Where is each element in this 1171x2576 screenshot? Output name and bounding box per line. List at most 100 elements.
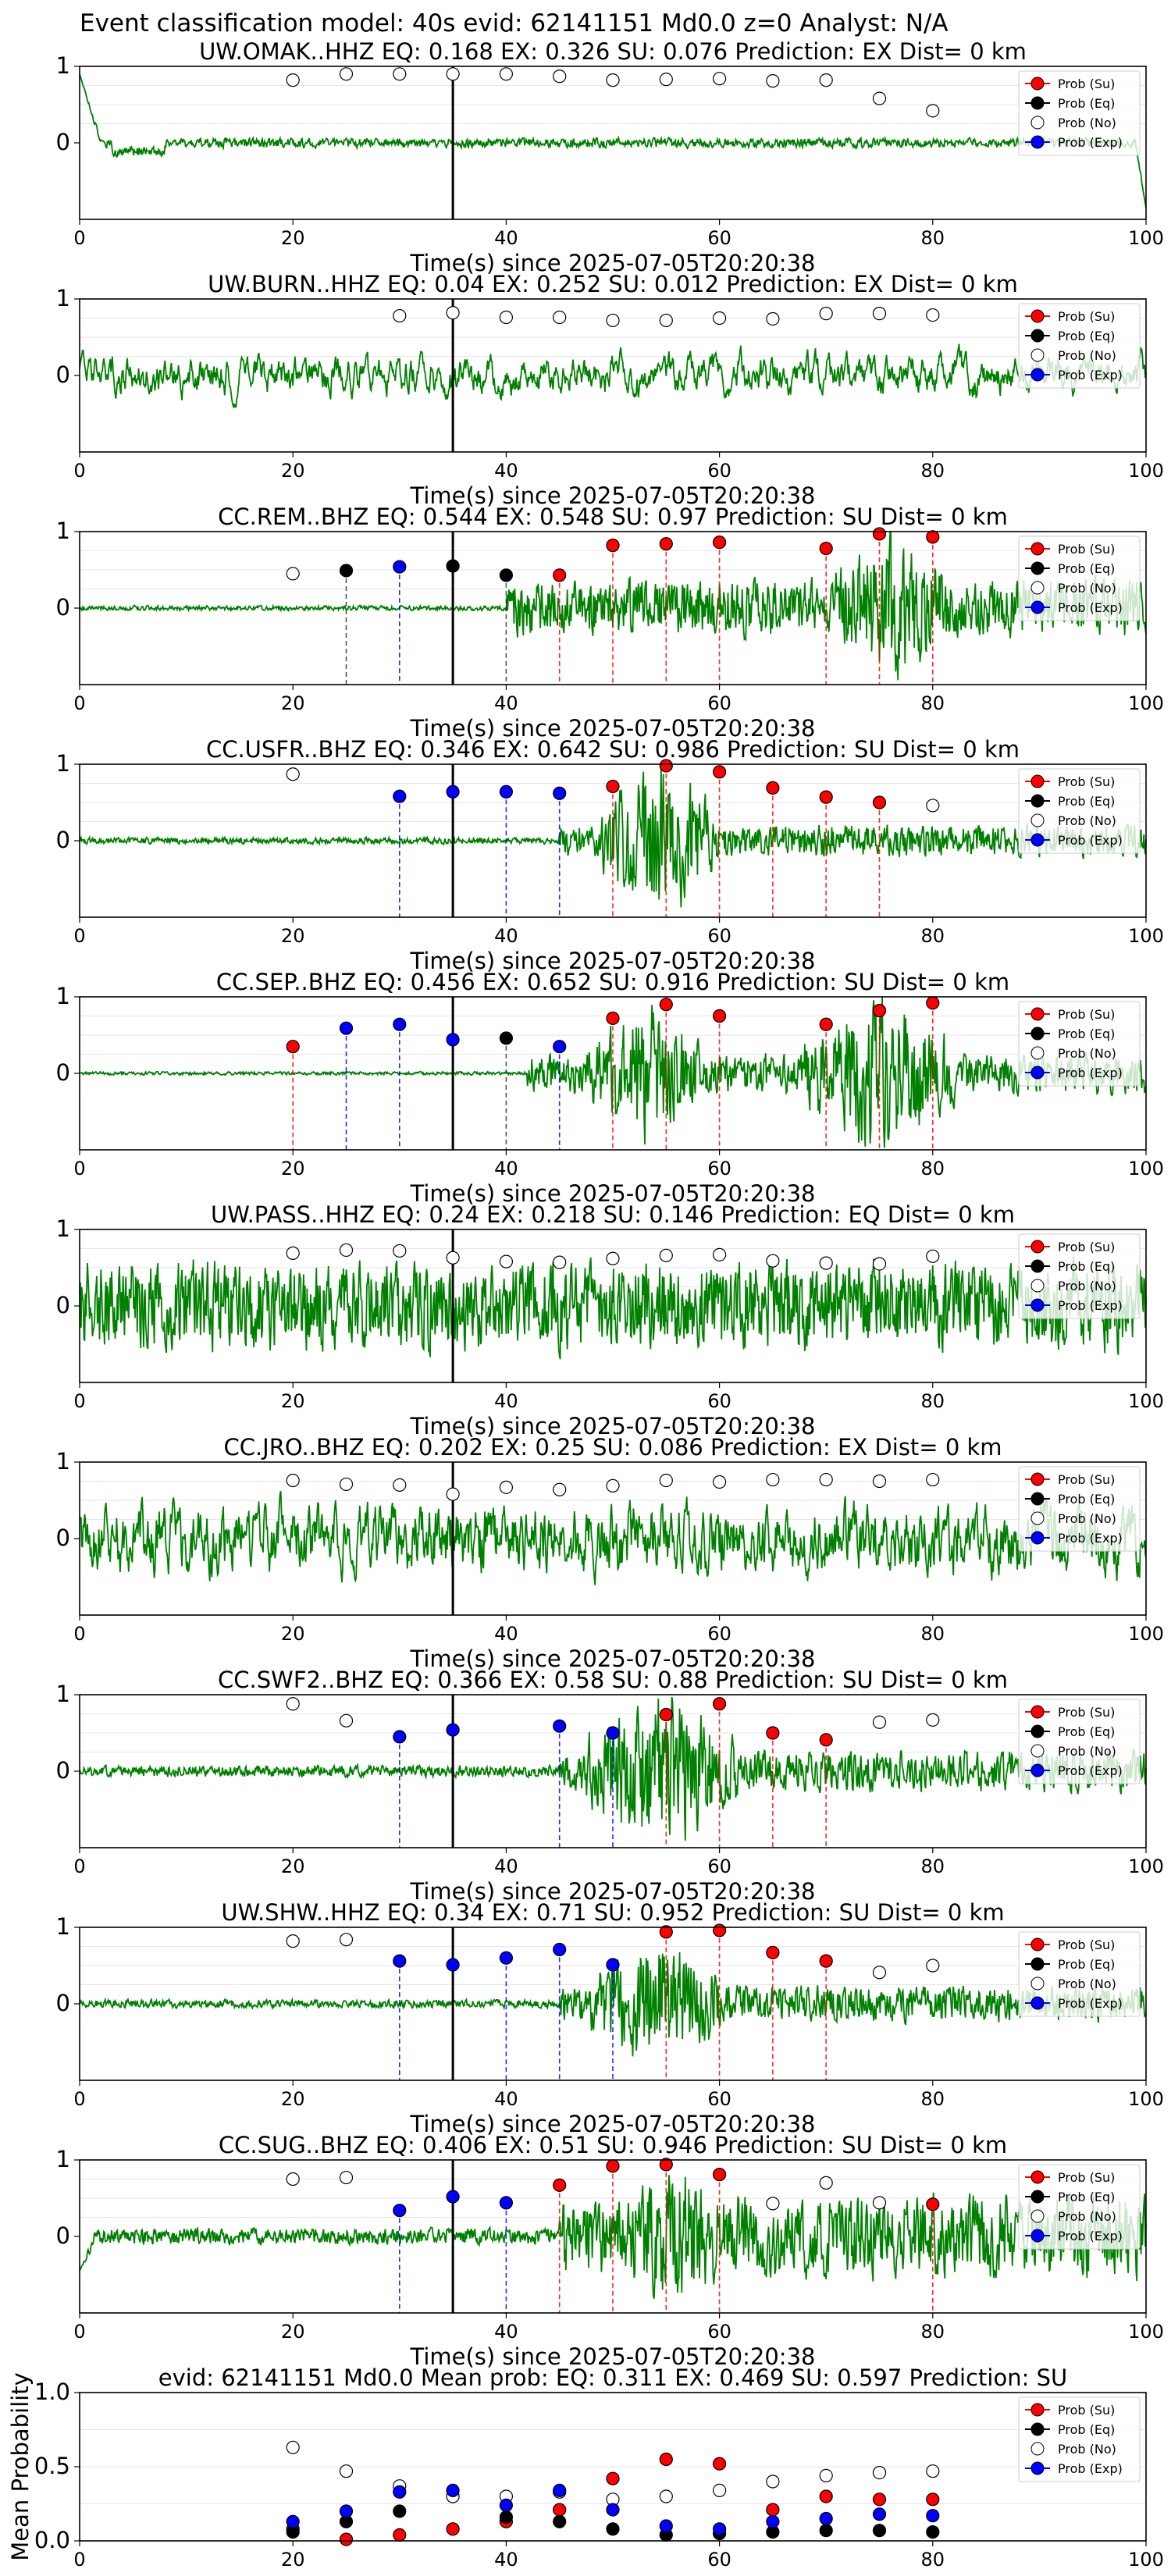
prob-point-exp: [393, 1954, 407, 1968]
prob-point-su: [553, 2178, 567, 2192]
prob-point-exp: [553, 1040, 567, 1054]
legend-label-su: Prob (Su): [1058, 774, 1115, 789]
legend-label-eq: Prob (Eq): [1058, 561, 1115, 576]
legend-label-eq: Prob (Eq): [1058, 2422, 1115, 2437]
mean-prob-point-exp: [446, 2483, 460, 2497]
legend-marker-eq: [1030, 1957, 1045, 1971]
prob-point-su: [606, 779, 620, 794]
prob-point-exp: [446, 2190, 460, 2204]
mean-prob-point-exp: [819, 2511, 833, 2526]
prob-point-su: [819, 1733, 833, 1747]
x-tick-label: 100: [1128, 227, 1164, 249]
legend-label-eq: Prob (Eq): [1058, 1724, 1115, 1739]
y-tick-label: 0: [56, 2222, 70, 2249]
prob-point-no: [606, 313, 620, 328]
prob-point-no: [393, 1478, 407, 1493]
prob-point-exp: [553, 786, 567, 800]
prob-point-su: [819, 541, 833, 556]
prob-point-eq: [339, 564, 354, 578]
legend-label-no: Prob (No): [1058, 348, 1116, 363]
x-tick-label: 0: [73, 2321, 85, 2343]
x-tick-label: 40: [494, 1856, 518, 1877]
prob-point-exp: [606, 1726, 620, 1740]
legend-marker-su: [1030, 1937, 1045, 1952]
x-tick-label: 0: [73, 227, 85, 249]
mean-prob-point-su: [553, 2503, 567, 2517]
x-axis-label: Time(s) since 2025-07-05T20:20:38: [410, 250, 816, 276]
mean-prob-point-exp: [286, 2514, 300, 2528]
legend-marker-no: [1030, 348, 1045, 362]
prob-point-no: [286, 73, 300, 87]
panel-title: UW.BURN..HHZ EQ: 0.04 EX: 0.252 SU: 0.01…: [208, 271, 1018, 297]
prob-point-su: [606, 539, 620, 553]
prob-point-su: [712, 1923, 727, 1937]
legend-label-exp: Prob (Exp): [1058, 1531, 1123, 1546]
mean-prob-point-su: [712, 2457, 727, 2471]
x-tick-label: 0: [73, 2088, 85, 2110]
seismogram-trace: [79, 767, 1147, 908]
legend-label-exp: Prob (Exp): [1058, 600, 1123, 615]
legend-marker-eq: [1030, 1259, 1045, 1273]
x-tick-label: 20: [281, 2549, 305, 2571]
legend-marker-exp: [1030, 1996, 1045, 2010]
prob-point-no: [712, 72, 727, 86]
x-tick-label: 80: [921, 1390, 945, 1412]
legend-marker-eq: [1030, 1026, 1045, 1041]
legend-label-exp: Prob (Exp): [1058, 2461, 1123, 2476]
prob-point-no: [499, 1254, 514, 1268]
prob-point-su: [659, 1925, 673, 1939]
legend-label-eq: Prob (Eq): [1058, 329, 1115, 343]
prob-point-su: [553, 568, 567, 582]
prob-point-no: [766, 2197, 780, 2211]
prob-point-exp: [553, 1942, 567, 1957]
legend-label-no: Prob (No): [1058, 2442, 1116, 2457]
prob-point-no: [286, 1246, 300, 1260]
legend-marker-no: [1030, 116, 1045, 130]
prob-point-exp: [393, 789, 407, 803]
prob-point-no: [499, 310, 514, 325]
legend-label-eq: Prob (Eq): [1058, 2190, 1115, 2204]
panel-9: UW.SHW..HHZ EQ: 0.34 EX: 0.71 SU: 0.952 …: [56, 1899, 1164, 2137]
prob-point-no: [393, 308, 407, 323]
prob-point-no: [393, 67, 407, 81]
mean-prob-point-su: [339, 2532, 354, 2546]
prob-point-no: [393, 1244, 407, 1258]
x-tick-label: 20: [281, 1856, 305, 1877]
x-tick-label: 60: [707, 1158, 731, 1179]
prob-point-su: [819, 790, 833, 804]
legend-marker-exp: [1030, 833, 1045, 847]
legend-marker-su: [1030, 2170, 1045, 2184]
legend-marker-no: [1030, 1744, 1045, 1758]
legend-box: [1018, 1233, 1141, 1319]
x-tick-label: 40: [494, 1158, 518, 1179]
panel-6: UW.PASS..HHZ EQ: 0.24 EX: 0.218 SU: 0.14…: [56, 1201, 1164, 1439]
y-tick-label: 0: [56, 361, 70, 388]
legend-marker-no: [1030, 1511, 1045, 1525]
y-tick-label: 1: [56, 983, 70, 1009]
prob-point-no: [872, 1715, 887, 1729]
legend-marker-su: [1030, 542, 1045, 556]
figure-suptitle: Event classification model: 40s evid: 62…: [80, 9, 949, 37]
x-tick-label: 100: [1128, 1390, 1164, 1412]
mean-prob-point-no: [872, 2466, 887, 2480]
panel-7: CC.JRO..BHZ EQ: 0.202 EX: 0.25 SU: 0.086…: [56, 1434, 1164, 1672]
y-tick-label: 1.0: [34, 2379, 70, 2405]
legend-label-su: Prob (Su): [1058, 2170, 1115, 2185]
prob-point-no: [712, 1247, 727, 1261]
legend-label-no: Prob (No): [1058, 1744, 1116, 1759]
legend-label-no: Prob (No): [1058, 1511, 1116, 1526]
legend-label-eq: Prob (Eq): [1058, 1957, 1115, 1972]
x-tick-label: 100: [1128, 2549, 1164, 2571]
y-tick-label: 1: [56, 750, 70, 777]
legend-box: [1018, 70, 1141, 156]
legend-label-eq: Prob (Eq): [1058, 96, 1115, 111]
legend-label-eq: Prob (Eq): [1058, 794, 1115, 809]
mean-prob-point-su: [819, 2489, 833, 2503]
legend-marker-exp: [1030, 1298, 1045, 1312]
panel-10: CC.SUG..BHZ EQ: 0.406 EX: 0.51 SU: 0.946…: [56, 2132, 1164, 2370]
x-tick-label: 60: [707, 2321, 731, 2343]
x-tick-label: 0: [73, 692, 85, 714]
legend-label-exp: Prob (Exp): [1058, 1763, 1123, 1778]
panel-8: CC.SWF2..BHZ EQ: 0.366 EX: 0.58 SU: 0.88…: [56, 1667, 1164, 1905]
prob-point-no: [286, 567, 300, 581]
